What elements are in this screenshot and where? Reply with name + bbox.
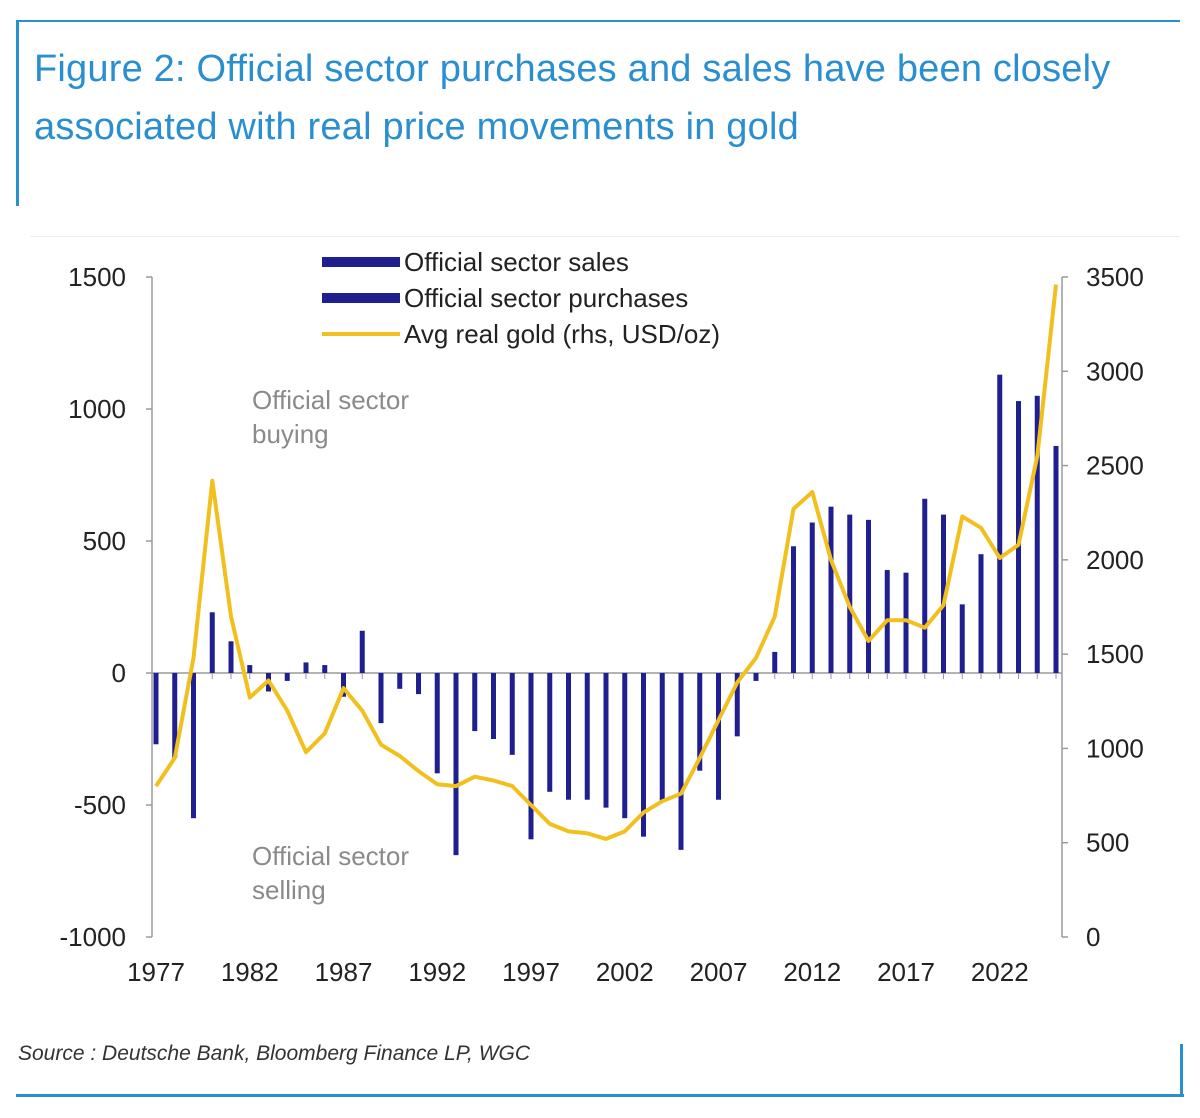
sale-bar xyxy=(509,673,515,755)
x-axis-tick-label: 1982 xyxy=(221,957,279,987)
source-note: Source : Deutsche Bank, Bloomberg Financ… xyxy=(18,1042,531,1065)
sale-bar xyxy=(397,673,403,689)
right-y-tick-label: 3000 xyxy=(1086,356,1144,386)
x-axis-tick-label: 1977 xyxy=(127,957,185,987)
right-y-tick-label: 2500 xyxy=(1086,451,1144,481)
sale-bar xyxy=(416,673,421,695)
x-axis-tick-label: 2022 xyxy=(971,957,1029,987)
source-frame-right-border xyxy=(1180,1044,1183,1097)
x-axis-tick-label: 2002 xyxy=(596,957,654,987)
sale-bar xyxy=(341,673,346,697)
purchase-bar xyxy=(922,498,928,673)
purchase-bar xyxy=(322,665,328,673)
sale-bar xyxy=(472,673,478,732)
purchase-bar xyxy=(228,641,234,673)
purchase-bar xyxy=(828,506,834,673)
sale-bar xyxy=(716,673,721,800)
title-frame-top-border xyxy=(16,20,1180,22)
purchase-bar xyxy=(959,604,965,673)
annotation-selling-line2: selling xyxy=(252,875,326,905)
left-y-tick-label: 500 xyxy=(83,526,126,556)
purchase-bar xyxy=(1053,445,1059,673)
sale-bar xyxy=(284,673,290,681)
sale-bar xyxy=(153,673,159,745)
sale-bar xyxy=(434,673,440,774)
left-y-tick-label: -500 xyxy=(74,790,126,820)
purchase-bar xyxy=(209,612,215,673)
sale-bar xyxy=(678,673,684,850)
purchase-bar xyxy=(809,522,815,673)
figure-title: Figure 2: Official sector purchases and … xyxy=(34,48,1111,148)
purchase-bar xyxy=(247,665,253,673)
x-axis-tick-label: 2012 xyxy=(783,957,841,987)
purchase-bar xyxy=(791,546,796,673)
title-frame-left-border xyxy=(16,20,19,206)
legend-purchases-swatch xyxy=(322,293,400,303)
annotation-buying-line1: Official sector xyxy=(252,385,409,415)
sale-bar xyxy=(641,673,646,837)
purchase-bar xyxy=(978,554,984,673)
sale-bar xyxy=(547,673,553,792)
x-axis-tick-label: 2017 xyxy=(877,957,935,987)
sale-bar xyxy=(566,673,571,800)
right-y-tick-label: 3500 xyxy=(1086,262,1144,292)
sale-bar xyxy=(453,673,459,856)
right-y-tick-label: 0 xyxy=(1086,922,1100,952)
sale-bar xyxy=(734,673,740,737)
x-axis-tick-label: 1992 xyxy=(408,957,466,987)
left-y-tick-label: -1000 xyxy=(60,922,127,952)
source-frame-bottom-border xyxy=(16,1094,1184,1097)
right-y-tick-label: 1500 xyxy=(1086,639,1144,669)
right-y-tick-label: 1000 xyxy=(1086,733,1144,763)
annotation-buying-line2: buying xyxy=(252,419,329,449)
purchase-bar xyxy=(1034,395,1040,673)
purchase-bar xyxy=(303,662,309,673)
left-y-tick-label: 1000 xyxy=(68,394,126,424)
sale-bar xyxy=(172,673,178,758)
purchase-bar xyxy=(903,572,909,673)
sale-bar xyxy=(191,673,196,819)
legend-sales-swatch xyxy=(322,257,400,267)
sale-bar xyxy=(491,673,496,739)
sale-bar xyxy=(378,673,384,724)
left-y-tick-label: 0 xyxy=(112,658,126,688)
chart-panel: -1000 -500 0 500 1000 1500 0 500 1000 1500 2000 250… xyxy=(30,236,1180,1017)
real-gold-price-line xyxy=(154,284,1058,841)
purchase-bar xyxy=(847,514,853,673)
sale-bar xyxy=(584,673,590,800)
purchase-bar xyxy=(941,514,946,673)
purchase-bar xyxy=(359,630,365,673)
right-y-tick-label: 500 xyxy=(1086,828,1129,858)
legend-sales-label: Official sector sales xyxy=(404,247,629,277)
purchase-bar xyxy=(997,374,1003,673)
annotation-selling-line1: Official sector xyxy=(252,841,409,871)
x-axis-tick-label: 2007 xyxy=(690,957,748,987)
sale-bar xyxy=(528,673,534,840)
sale-bar xyxy=(659,673,665,803)
purchase-bar xyxy=(866,519,871,673)
sale-bar xyxy=(603,673,609,808)
combo-chart: -1000 -500 0 500 1000 1500 0 500 1000 1500 2000 250… xyxy=(60,247,1144,987)
sale-bar xyxy=(697,673,703,771)
x-axis-tick-label: 1987 xyxy=(315,957,373,987)
sale-bar xyxy=(622,673,628,819)
legend-gold-label: Avg real gold (rhs, USD/oz) xyxy=(404,319,720,349)
right-y-tick-label: 2000 xyxy=(1086,545,1144,575)
purchase-bar xyxy=(772,651,778,673)
left-y-tick-label: 1500 xyxy=(68,262,126,292)
legend-purchases-label: Official sector purchases xyxy=(404,283,688,313)
sale-bar xyxy=(753,673,759,681)
x-axis-tick-label: 1997 xyxy=(502,957,560,987)
